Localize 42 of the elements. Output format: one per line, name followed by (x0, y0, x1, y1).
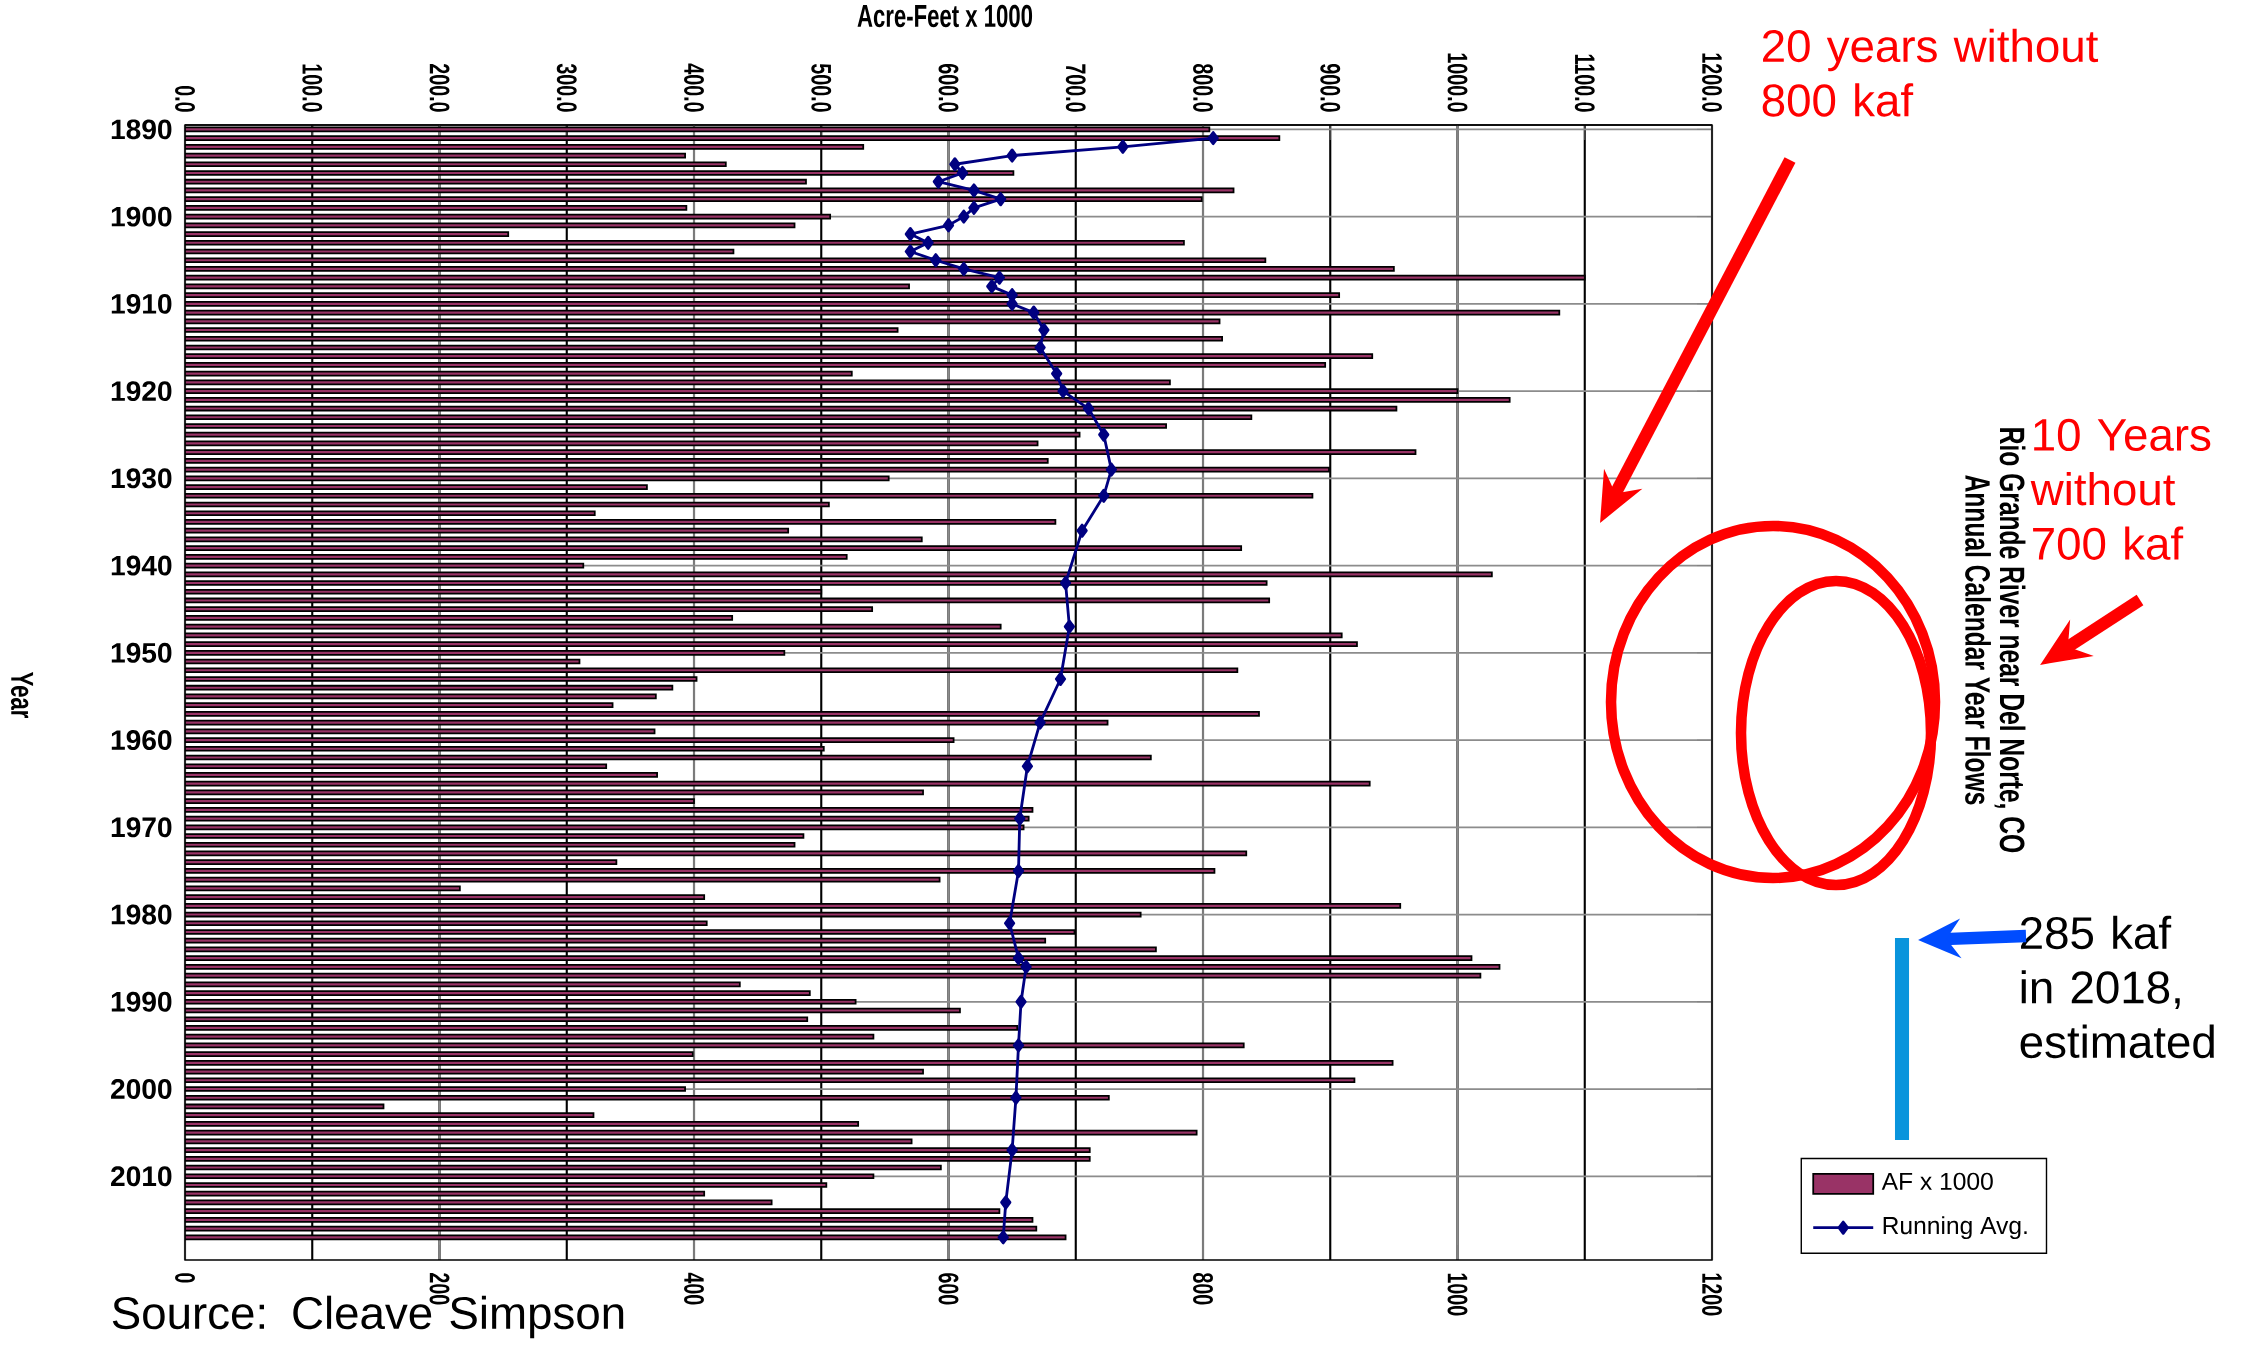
y-tick-label: 1950 (111, 642, 172, 663)
y-axis-title: Year (10, 671, 34, 719)
x-tick-label: 600 (938, 1273, 959, 1305)
x-tick-label: 1200 (1702, 1273, 1722, 1316)
x2-tick-label: 600.0 (938, 64, 959, 112)
x2-tick-label: 900.0 (1320, 64, 1341, 112)
legend-label: Running Avg. (1883, 1216, 2027, 1240)
y-tick-label: 2010 (111, 1166, 172, 1187)
text: 10 Years without 700 kaf (2030, 418, 2211, 560)
text: Annual Calendar Year Flows (1965, 475, 1991, 805)
y-tick-label: 1940 (111, 555, 172, 576)
y-tick-label: 1900 (111, 206, 172, 227)
text: 285 kaf in 2018, estimated (2020, 915, 2214, 1059)
text: Rio Grande River near Del Norte, CO (1994, 428, 2026, 853)
y-tick-label: 2000 (111, 1079, 172, 1099)
y-tick-label: 1890 (111, 119, 172, 140)
x2-tick-label: 1000.0 (1447, 53, 1468, 112)
x-tick-label: 0 (175, 1273, 195, 1283)
x2-tick-label: 500.0 (811, 63, 832, 112)
y-tick-label: 1930 (111, 468, 172, 489)
x2-tick-label: 100.0 (302, 64, 323, 112)
y-tick-label: 1960 (111, 730, 172, 751)
legend-label: AF x 1000 (1881, 1172, 1993, 1191)
y-tick-label: 1910 (111, 293, 172, 314)
x2-tick-label: 1200.0 (1702, 53, 1722, 112)
x2-tick-label: 400.0 (684, 63, 704, 112)
x2-axis-title: Acre-Feet x 1000 (857, 4, 1033, 28)
x2-tick-label: 700.0 (1065, 64, 1086, 112)
y-tick-label: 1920 (111, 381, 172, 402)
y-tick-label: 1970 (111, 817, 172, 838)
x2-tick-label: 300.0 (556, 63, 577, 112)
x2-tick-label: 0.0 (175, 86, 195, 112)
x-tick-label: 200 (429, 1273, 450, 1305)
y-tick-label: 1990 (111, 991, 172, 1012)
x2-tick-label: 1100.0 (1574, 54, 1595, 112)
x2-tick-label: 200.0 (429, 64, 450, 112)
text: 20 years without 800 kaf (1762, 28, 2099, 117)
x-tick-label: 1000 (1447, 1273, 1468, 1316)
x-tick-label: 800 (1193, 1273, 1213, 1305)
y-tick-label: 1980 (111, 904, 172, 925)
x2-tick-label: 800.0 (1193, 63, 1213, 112)
x-tick-label: 400 (684, 1272, 704, 1305)
